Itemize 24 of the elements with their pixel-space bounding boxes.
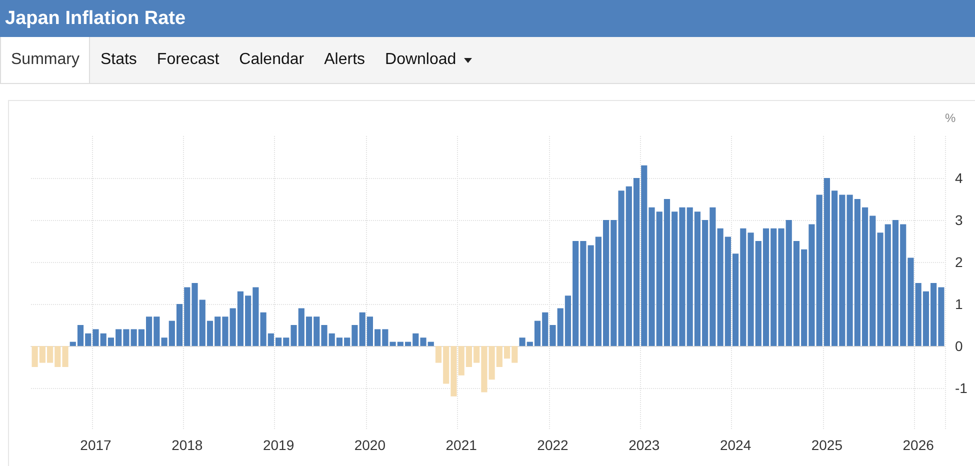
- y-tick-label: 1: [955, 296, 963, 312]
- y-tick-label: 4: [955, 170, 963, 186]
- text: Summary: [11, 51, 80, 69]
- x-tick-label: 2019: [262, 437, 294, 453]
- x-tick-label: 2023: [628, 437, 660, 453]
- x-tick-label: 2021: [446, 437, 478, 453]
- chart-title: Japan Inflation Rate: [0, 0, 975, 37]
- y-tick-label: 3: [955, 212, 963, 228]
- text: Forecast: [156, 51, 220, 69]
- text: Download: [385, 51, 456, 69]
- x-tick-label: 2018: [172, 437, 203, 453]
- text: Stats: [100, 51, 137, 69]
- x-tick-label: 2024: [720, 437, 752, 453]
- y-tick-label: 2: [955, 254, 963, 270]
- y-axis-title: %: [945, 111, 956, 125]
- x-tick-label: 2026: [902, 437, 934, 453]
- x-tick-label: 2025: [811, 437, 843, 453]
- text: Calendar: [239, 51, 304, 69]
- y-tick-label: 0: [955, 338, 963, 354]
- text: Alerts: [324, 51, 366, 69]
- x-tick-label: 2017: [80, 437, 112, 453]
- y-tick-label: -1: [955, 380, 968, 396]
- x-tick-label: 2022: [537, 437, 569, 453]
- x-tick-label: 2020: [354, 437, 386, 453]
